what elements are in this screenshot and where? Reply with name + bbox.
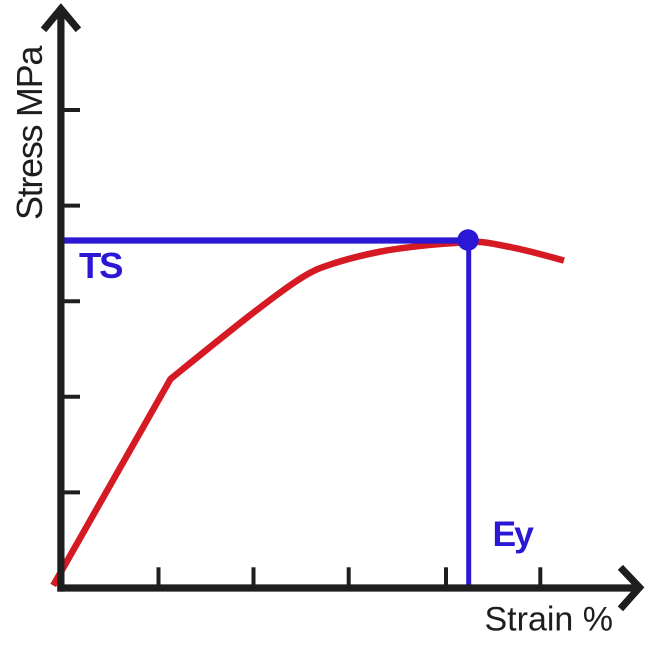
svg-text:Strain %: Strain % xyxy=(485,601,614,639)
svg-text:TS: TS xyxy=(79,245,122,286)
svg-text:Ey: Ey xyxy=(493,514,535,554)
svg-text:Stress MPa: Stress MPa xyxy=(9,45,50,220)
